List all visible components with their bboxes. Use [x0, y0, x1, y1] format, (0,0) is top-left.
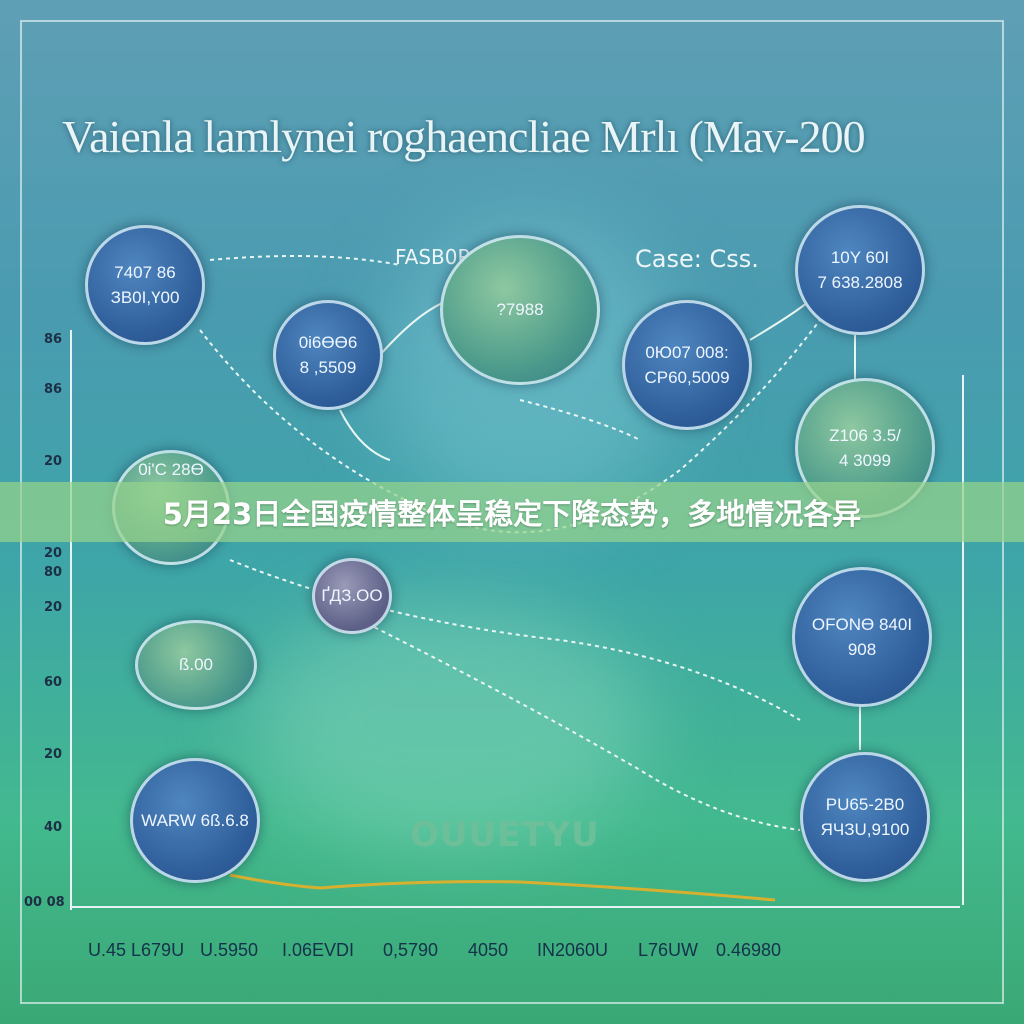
- y-label: 60: [44, 675, 63, 690]
- data-bubble: ß.00: [135, 620, 257, 710]
- x-axis: [70, 906, 960, 908]
- right-axis: [962, 375, 964, 905]
- y-axis: [70, 330, 72, 910]
- x-label: U.45 L679U: [88, 940, 185, 960]
- x-label: 4050: [468, 940, 509, 960]
- data-bubble: 7407 86 ЗВ0І,Ү00: [85, 225, 205, 345]
- data-bubble: ?7988: [440, 235, 600, 385]
- x-label: 0,5790: [383, 940, 439, 960]
- connector: [749, 299, 811, 341]
- data-bubble: ОFОNӨ 840І 908: [792, 567, 932, 707]
- trend-line: [229, 873, 776, 902]
- x-label: IN2060U: [537, 940, 609, 960]
- y-label: 20: [44, 600, 63, 615]
- data-bubble: 0і6ӨӨ6 8 ,5509: [273, 300, 383, 410]
- data-bubble: ҐДЗ.ОО: [312, 558, 392, 634]
- y-label: 86: [44, 382, 63, 397]
- x-label: U.5950: [200, 940, 259, 960]
- x-label: L76UW: [638, 940, 699, 960]
- x-label: 0.46980: [716, 940, 782, 960]
- connector: [339, 409, 391, 461]
- y-label: 20: [44, 747, 63, 762]
- y-label: 80: [44, 565, 63, 580]
- y-label: 20: [44, 546, 63, 561]
- data-bubble: WARW 6ß.6.8: [130, 758, 260, 883]
- background-glow: [250, 600, 650, 850]
- y-label: 00 08: [24, 895, 65, 910]
- connector: [519, 399, 641, 441]
- y-label: 86: [44, 332, 63, 347]
- bottom-label: OUUETYU: [410, 815, 600, 855]
- data-bubble: 0Ю07 008: CP60,5009: [622, 300, 752, 430]
- caption-banner: 5月23日全国疫情整体呈稳定下降态势，多地情况各异: [0, 482, 1024, 542]
- data-bubble: PU65-2B0 ЯЧЗU,9100: [800, 752, 930, 882]
- y-label: 40: [44, 820, 63, 835]
- top-label: Case: Css.: [635, 245, 759, 273]
- data-bubble: 10Y 60Ӏ 7 638.2808: [795, 205, 925, 335]
- connector: [209, 255, 401, 266]
- y-label: 20: [44, 454, 63, 469]
- x-label: I.06EVDI: [282, 940, 355, 960]
- connector: [359, 619, 801, 831]
- graphic-title: Vaienla lamlynei roghaencliae Mrlı (Mav-…: [62, 111, 866, 162]
